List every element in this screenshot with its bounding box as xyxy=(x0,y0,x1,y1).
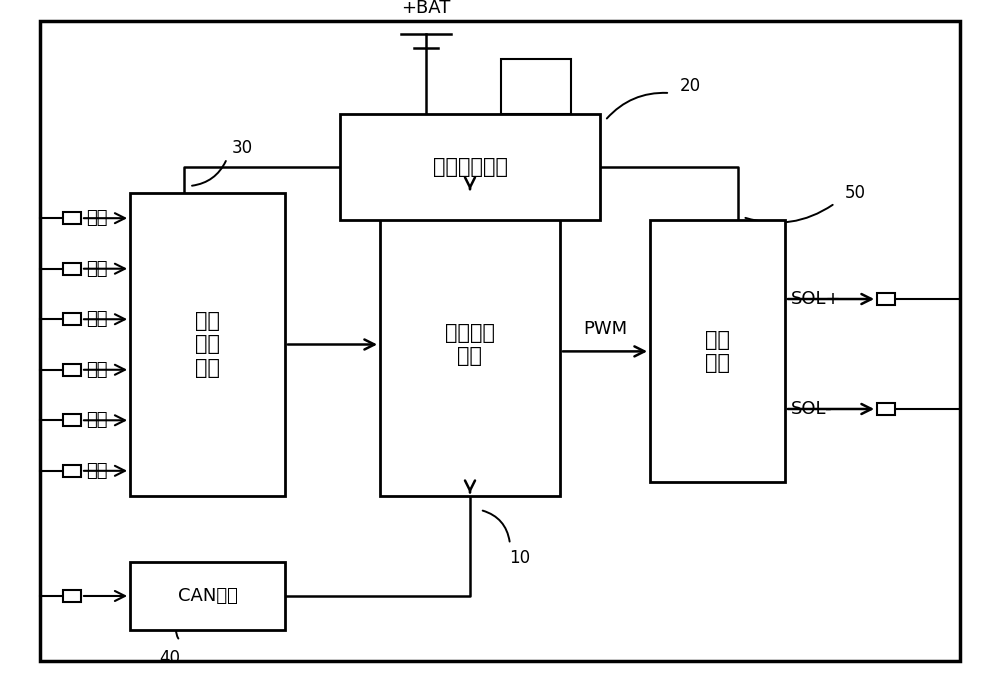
Bar xyxy=(63,313,81,325)
Text: 电源处理模块: 电源处理模块 xyxy=(433,157,508,177)
Text: 10: 10 xyxy=(509,549,531,567)
Text: +BAT: +BAT xyxy=(401,0,450,17)
Bar xyxy=(63,263,81,275)
Bar xyxy=(130,193,285,496)
Bar xyxy=(63,414,81,426)
Text: 点火: 点火 xyxy=(86,462,108,480)
Text: 转角: 转角 xyxy=(86,209,108,227)
Text: 车速: 车速 xyxy=(86,260,108,278)
Text: 微处理器
模块: 微处理器 模块 xyxy=(445,323,495,366)
Bar xyxy=(63,212,81,225)
Text: 驱动
模块: 驱动 模块 xyxy=(705,330,730,373)
Bar xyxy=(380,193,560,496)
Text: CAN模块: CAN模块 xyxy=(178,587,237,605)
Text: 40: 40 xyxy=(160,649,180,667)
Bar xyxy=(63,590,81,602)
Bar xyxy=(501,59,571,114)
Text: 50: 50 xyxy=(844,184,866,202)
Bar xyxy=(877,403,895,415)
Text: PWM: PWM xyxy=(583,320,627,338)
Bar xyxy=(340,114,600,220)
Text: 压力: 压力 xyxy=(86,361,108,379)
Bar xyxy=(877,293,895,305)
Text: 30: 30 xyxy=(231,139,253,157)
Text: 电流: 电流 xyxy=(86,411,108,429)
Text: 20: 20 xyxy=(679,77,701,95)
Bar xyxy=(63,464,81,477)
Text: SOL-: SOL- xyxy=(791,400,833,418)
Bar xyxy=(650,220,785,482)
Bar xyxy=(130,562,285,630)
Text: SOL+: SOL+ xyxy=(791,290,842,308)
Text: 信号
调理
模块: 信号 调理 模块 xyxy=(195,311,220,378)
Text: 转速: 转速 xyxy=(86,310,108,328)
Bar xyxy=(63,364,81,376)
